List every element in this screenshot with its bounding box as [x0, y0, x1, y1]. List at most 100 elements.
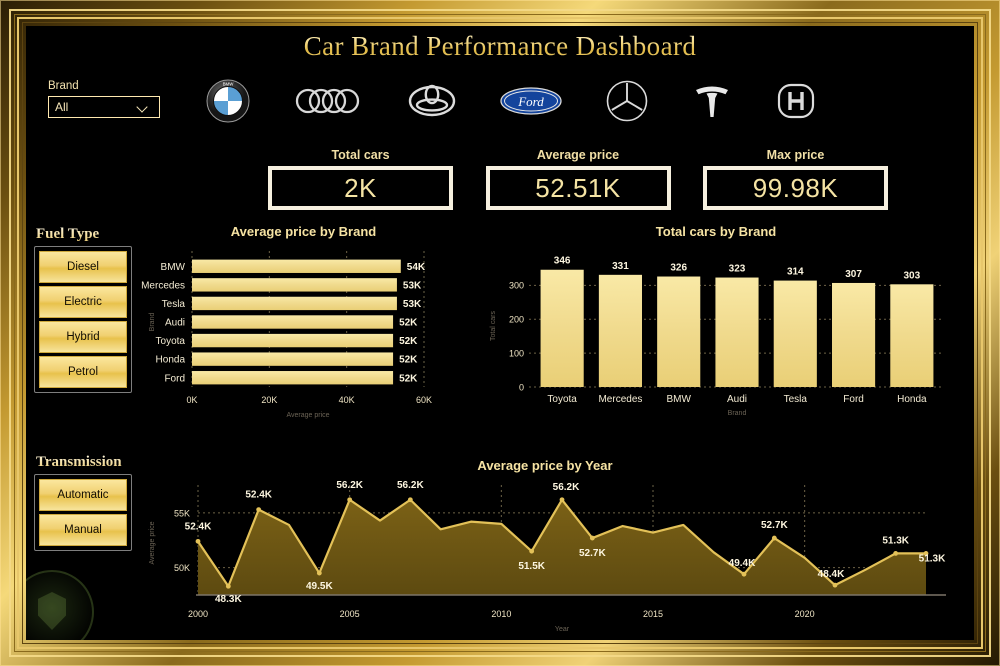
column: [890, 284, 934, 387]
brand-select-value: All: [55, 100, 69, 114]
transmission-option-manual[interactable]: Manual: [39, 514, 127, 546]
area-value-label: 52.7K: [761, 520, 788, 531]
bar: [192, 278, 397, 292]
x-tick-label: 2005: [340, 609, 360, 619]
transmission-options: Automatic Manual: [34, 474, 132, 551]
bmw-logo[interactable]: BMW: [206, 77, 250, 125]
column: [540, 269, 584, 387]
column: [773, 280, 817, 387]
area-point: [195, 538, 201, 544]
bar-value-label: 52K: [399, 373, 418, 384]
area-point: [741, 571, 747, 577]
x-tick-label: 60K: [416, 395, 432, 405]
area-value-label: 48.4K: [818, 569, 845, 580]
kpi-label: Average price: [536, 148, 620, 162]
column-category-label: Tesla: [784, 394, 808, 405]
x-axis-title: Brand: [728, 410, 747, 417]
area-fill: [198, 499, 926, 595]
fuel-type-slicer: Fuel Type Diesel Electric Hybrid Petrol: [34, 226, 132, 393]
column-value-label: 314: [787, 267, 804, 278]
y-tick-label: 55K: [174, 508, 190, 518]
dashboard-canvas: Brand All: [26, 66, 974, 640]
fuel-type-options: Diesel Electric Hybrid Petrol: [34, 246, 132, 393]
brand-logo-strip: BMW: [206, 72, 816, 130]
mercedes-logo[interactable]: [606, 77, 648, 125]
area-point: [529, 548, 535, 554]
area-point: [225, 583, 231, 589]
bar-chart-svg: 0K 20K 40K 60K BMW 54K Mercedes 53K Tesla 53K Audi…: [141, 251, 432, 419]
watermark-shield-icon: [38, 592, 66, 630]
x-tick-label: 40K: [339, 395, 355, 405]
transmission-option-automatic[interactable]: Automatic: [39, 479, 127, 511]
transmission-title: Transmission: [34, 454, 132, 471]
bar-category-label: Ford: [164, 373, 185, 384]
area-value-label: 56.2K: [336, 480, 363, 491]
x-tick-label: 0K: [186, 395, 197, 405]
area-point: [923, 551, 929, 556]
column-value-label: 326: [670, 263, 687, 274]
column: [715, 277, 759, 387]
bar-category-label: Honda: [156, 355, 186, 366]
column-category-label: BMW: [666, 394, 691, 405]
toyota-logo[interactable]: [408, 77, 456, 125]
bar: [192, 296, 397, 311]
area-point: [589, 535, 595, 541]
area-value-label: 52.7K: [579, 548, 606, 559]
column-category-label: Mercedes: [598, 394, 642, 405]
chart-average-price-by-brand[interactable]: Average price by Brand 0K 20K 40K 60K BMW 54K…: [136, 224, 471, 456]
svg-text:Ford: Ford: [517, 94, 544, 109]
chart-total-cars-by-brand[interactable]: Total cars by Brand 0 100 200 300 346 Toyota 3…: [481, 224, 951, 456]
x-axis-title: Year: [555, 626, 570, 633]
x-tick-label: 20K: [261, 395, 277, 405]
x-tick-label: 2010: [491, 609, 511, 619]
column: [832, 282, 876, 387]
x-tick-label: 2015: [643, 609, 663, 619]
y-tick-label: 0: [519, 382, 524, 392]
bar: [192, 259, 401, 273]
fuel-option-petrol[interactable]: Petrol: [39, 356, 127, 388]
area-value-label: 51.3K: [882, 535, 909, 546]
area-point: [347, 497, 353, 503]
dashboard-screen: Car Brand Performance Dashboard Brand Al…: [26, 26, 974, 640]
honda-logo[interactable]: [776, 77, 816, 125]
kpi-average-price: Average price 52.51K: [485, 148, 671, 218]
area-value-label: 52.4K: [185, 521, 212, 532]
x-axis-title: Average price: [286, 412, 329, 419]
column-value-label: 323: [729, 264, 746, 275]
tesla-logo[interactable]: [692, 77, 732, 125]
kpi-value: 2K: [268, 166, 453, 210]
page-title: Car Brand Performance Dashboard: [26, 26, 974, 66]
area-point: [407, 497, 413, 503]
ford-logo[interactable]: Ford: [500, 77, 562, 125]
y-tick-label: 100: [509, 349, 524, 359]
area-point: [893, 551, 899, 556]
kpi-max-price: Max price 99.98K: [703, 148, 888, 218]
area-value-label: 51.3K: [919, 553, 946, 564]
area-point: [256, 507, 262, 513]
area-point: [316, 570, 322, 576]
audi-logo[interactable]: [294, 77, 364, 125]
bar: [192, 315, 394, 329]
y-tick-label: 200: [509, 315, 524, 325]
fuel-option-electric[interactable]: Electric: [39, 286, 127, 318]
column: [598, 274, 642, 387]
bar-category-label: Mercedes: [141, 280, 185, 291]
bar-value-label: 52K: [399, 336, 418, 347]
chart-average-price-by-year[interactable]: Average price by Year 50K 55K 2000 2005 2010…: [136, 458, 954, 640]
chart-title: Total cars by Brand: [655, 224, 777, 239]
bar-category-label: Toyota: [156, 336, 186, 347]
fuel-option-diesel[interactable]: Diesel: [39, 251, 127, 283]
bar-category-label: Audi: [165, 318, 185, 329]
area-point: [771, 535, 777, 541]
bar-value-label: 52K: [399, 318, 418, 329]
x-tick-label: 2020: [795, 609, 815, 619]
fuel-option-hybrid[interactable]: Hybrid: [39, 321, 127, 353]
area-point: [559, 497, 565, 503]
column-chart-svg: 0 100 200 300 346 Toyota 331 Mercedes 326 BMW 323 A…: [490, 256, 941, 417]
brand-select[interactable]: All: [48, 96, 160, 118]
area-value-label: 49.4K: [729, 558, 756, 569]
bar-value-label: 53K: [403, 299, 422, 310]
bar: [192, 352, 394, 366]
kpi-value: 52.51K: [485, 166, 671, 210]
